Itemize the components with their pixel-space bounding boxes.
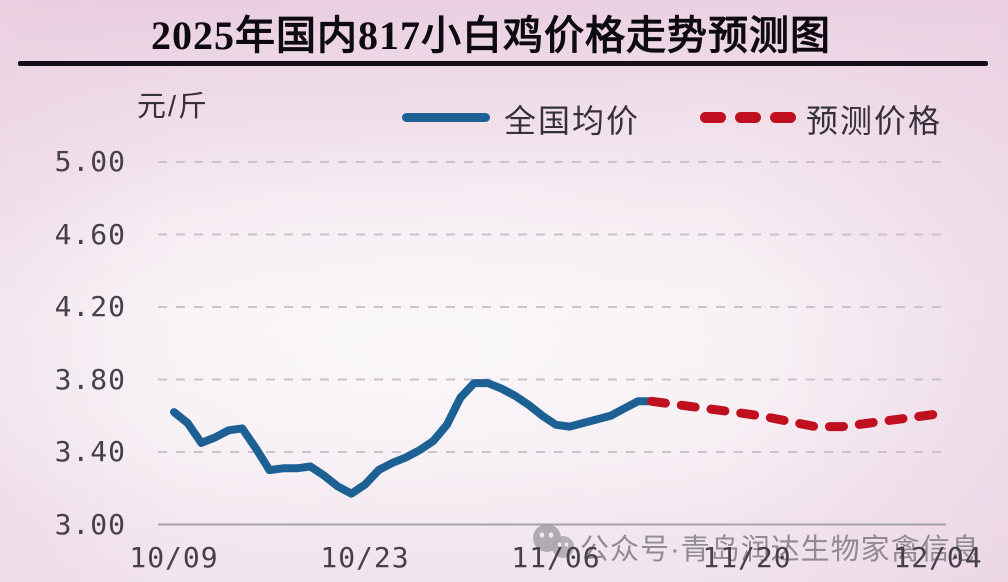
forecast-price-line — [647, 396, 943, 432]
chart-title: 2025年国内817小白鸡价格走势预测图 — [151, 13, 831, 58]
wechat-icon — [533, 524, 574, 558]
chart-legend: 全国均价 预测价格 — [400, 96, 960, 139]
x-axis-tick: 11/20 — [702, 541, 792, 574]
x-axis-tick: 10/09 — [129, 541, 219, 574]
x-axis-tick: 11/06 — [511, 541, 601, 574]
dash-segment — [735, 112, 761, 123]
legend-actual-label: 全国均价 — [504, 103, 641, 139]
dash-segment — [770, 112, 796, 123]
y-axis-tick: 3.80 — [54, 362, 126, 396]
title-divider — [18, 61, 988, 66]
watermark-text: 公众号·青岛润达生物家禽信息 — [580, 534, 981, 566]
actual-price-line — [170, 379, 656, 498]
solid-line-icon — [402, 113, 490, 122]
y-axis-tick: 3.00 — [54, 507, 126, 541]
y-axis-tick: 4.20 — [54, 290, 126, 323]
dashed-line-icon — [700, 112, 800, 123]
y-axis-unit-label: 元/斤 — [137, 91, 210, 123]
x-axis-tick: 10/23 — [320, 541, 410, 574]
x-axis-tick: 12/04 — [893, 541, 983, 574]
legend-forecast-label: 预测价格 — [806, 103, 943, 139]
y-axis-tick: 3.40 — [54, 435, 126, 468]
y-axis-tick: 4.60 — [54, 217, 126, 251]
y-axis-tick: 5.00 — [54, 145, 126, 178]
watermark: 公众号·青岛润达生物家禽信息 — [530, 521, 1000, 566]
dash-segment — [700, 112, 726, 123]
